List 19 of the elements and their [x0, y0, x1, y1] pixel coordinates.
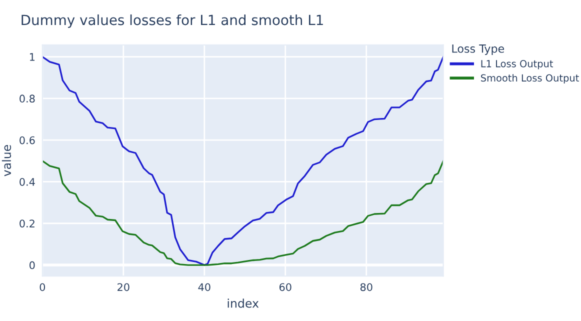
y-tick-label: 0.4 [20, 178, 35, 186]
line-series [42, 56, 444, 266]
x-tick-label: 80 [360, 283, 372, 292]
x-tick-label: 0 [40, 283, 46, 292]
y-tick-label: 0 [30, 261, 35, 270]
x-axis-title: index [228, 298, 259, 308]
y-tick-label: 1 [30, 53, 35, 61]
y-axis-title: value [2, 145, 12, 176]
x-tick-label: 60 [279, 283, 292, 292]
legend-label: L1 Loss Output [481, 60, 554, 70]
chart-title: Dummy values losses for L1 and smooth L1 [22, 14, 323, 28]
y-tick-label: 0.8 [20, 94, 35, 103]
line-series [42, 160, 444, 266]
x-tick-label: 40 [198, 283, 210, 292]
y-tick-label: 0.6 [20, 136, 35, 144]
legend-title: Loss Type [452, 44, 504, 55]
x-tick-label: 20 [118, 283, 130, 292]
y-tick-label: 0.2 [20, 220, 34, 228]
legend-label: Smooth Loss Output [481, 74, 579, 84]
